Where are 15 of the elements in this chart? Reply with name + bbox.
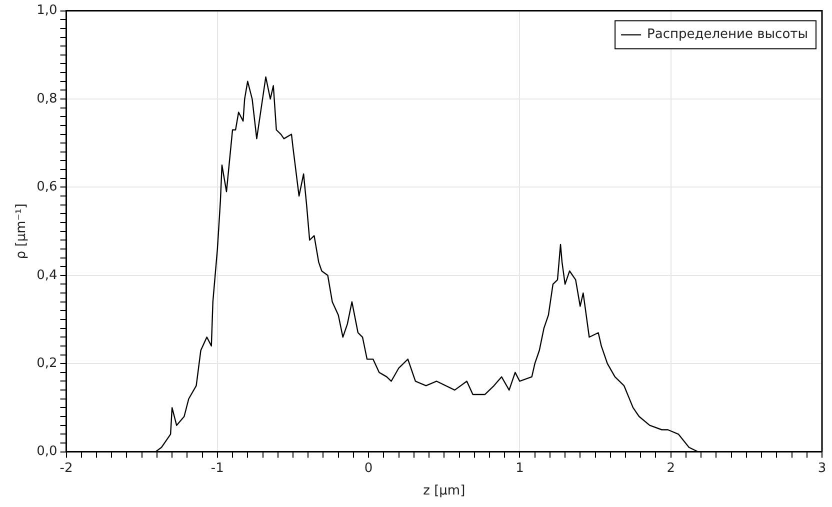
- y-tick-label: 0,0: [36, 444, 58, 460]
- x-tick-label: 1: [516, 460, 524, 476]
- legend-label: Распределение высоты: [647, 27, 808, 42]
- x-tick-label: 3: [818, 460, 826, 476]
- y-axis-title: ρ [µm⁻¹]: [14, 204, 30, 260]
- y-tick-label: 0,2: [36, 356, 58, 371]
- x-tick-label: 2: [666, 460, 675, 476]
- x-axis-title: z [µm]: [423, 484, 466, 499]
- y-tick-label: 0,6: [36, 180, 58, 195]
- y-tick-label: 1,0: [36, 3, 58, 18]
- y-tick-label: 0,8: [36, 91, 58, 106]
- x-tick-label: 0: [364, 460, 373, 476]
- x-tick-label: -2: [60, 460, 73, 476]
- x-tick-label: -1: [210, 460, 224, 476]
- y-tick-label: 0,4: [36, 268, 58, 283]
